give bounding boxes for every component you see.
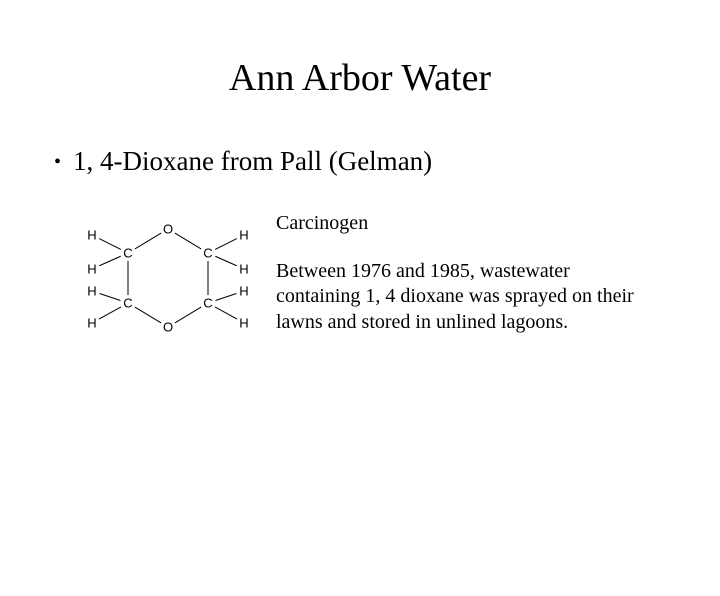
description-paragraph: Between 1976 and 1985, wastewater contai…: [276, 259, 656, 336]
bullet-marker: •: [54, 152, 61, 172]
bullet-text: 1, 4-Dioxane from Pall (Gelman): [73, 146, 432, 177]
svg-text:O: O: [163, 222, 173, 237]
svg-text:H: H: [239, 228, 248, 243]
molecule-diagram: OCCCCOHHHHHHHH: [78, 211, 258, 346]
svg-text:C: C: [203, 246, 212, 261]
page-title: Ann Arbor Water: [0, 56, 720, 100]
dioxane-structure-icon: OCCCCOHHHHHHHH: [78, 211, 258, 346]
svg-text:C: C: [123, 246, 132, 261]
svg-text:H: H: [239, 262, 248, 277]
svg-text:O: O: [163, 320, 173, 335]
svg-text:H: H: [87, 284, 96, 299]
carcinogen-label: Carcinogen: [276, 211, 656, 237]
svg-text:H: H: [87, 262, 96, 277]
svg-text:C: C: [123, 296, 132, 311]
bullet-item: • 1, 4-Dioxane from Pall (Gelman): [54, 146, 720, 177]
svg-text:H: H: [87, 228, 96, 243]
svg-text:C: C: [203, 296, 212, 311]
svg-text:H: H: [239, 284, 248, 299]
side-text: Carcinogen Between 1976 and 1985, wastew…: [276, 211, 656, 346]
svg-text:H: H: [87, 316, 96, 331]
svg-text:H: H: [239, 316, 248, 331]
content-row: OCCCCOHHHHHHHH Carcinogen Between 1976 a…: [78, 211, 720, 346]
